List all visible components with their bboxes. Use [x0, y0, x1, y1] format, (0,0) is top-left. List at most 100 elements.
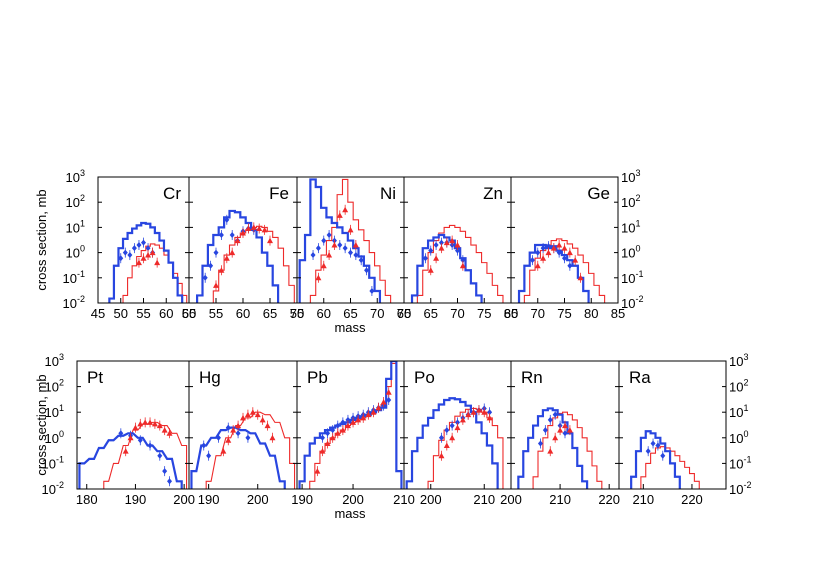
y-tick-exponent: 2	[59, 378, 64, 388]
blue-data-point	[201, 442, 207, 449]
red-data-point	[334, 430, 341, 436]
red-data-point	[459, 262, 466, 269]
red-data-point	[550, 245, 557, 251]
blue-data-point	[162, 468, 168, 475]
y-tick-label: 101	[621, 218, 640, 235]
red-data-point	[230, 427, 237, 433]
y-tick-exponent: -1	[56, 454, 64, 464]
panel-label: Po	[414, 368, 435, 387]
x-tick-label: 70	[290, 306, 304, 321]
points-group	[314, 387, 392, 477]
red-histogram-line	[523, 238, 606, 303]
blue-data-point	[224, 216, 230, 223]
blue-data-point	[487, 409, 493, 416]
red-histogram-line	[212, 225, 295, 303]
y-tick-base: 10	[621, 246, 635, 261]
blue-data-point	[562, 430, 568, 437]
red-data-point	[562, 422, 568, 429]
y-tick-base: 10	[729, 482, 743, 497]
blue-data-point	[340, 419, 346, 426]
blue-data-point	[137, 437, 143, 444]
red-data-point	[261, 226, 268, 233]
x-tick-label: 65	[263, 306, 277, 321]
blue-data-point	[547, 416, 553, 423]
blue-data-point	[428, 247, 434, 254]
red-data-point	[267, 237, 273, 244]
x-tick-label: 200	[420, 492, 442, 507]
red-data-point	[324, 440, 331, 446]
red-data-point	[314, 468, 321, 474]
blue-histogram-group	[405, 397, 499, 489]
red-data-point	[365, 411, 372, 418]
x-tick-label: 55	[209, 306, 223, 321]
blue-data-point	[229, 231, 235, 238]
red-data-point	[385, 389, 392, 395]
y-tick-base: 10	[63, 296, 77, 311]
red-data-point	[213, 282, 219, 288]
red-data-point	[561, 245, 568, 251]
x-tick-label: 70	[450, 306, 464, 321]
blue-data-point	[386, 396, 392, 403]
red-histogram-group	[103, 421, 188, 489]
red-data-point	[249, 409, 256, 415]
blue-histogram-group	[298, 361, 403, 489]
y-tick-exponent: 2	[635, 193, 640, 203]
x-tick-label: 200	[500, 492, 522, 507]
red-data-point	[347, 226, 354, 233]
blue-data-point	[345, 416, 351, 423]
red-data-point	[350, 419, 357, 425]
y-tick-base: 10	[66, 246, 80, 261]
y-tick-base: 10	[63, 271, 77, 286]
panel-label: Fe	[269, 184, 289, 203]
y-tick-label: 103	[45, 352, 64, 369]
blue-data-point	[449, 422, 455, 429]
red-data-point	[320, 262, 327, 269]
red-data-point	[240, 229, 246, 236]
y-tick-base: 10	[729, 405, 743, 420]
blue-data-point	[147, 442, 153, 449]
red-histogram-line	[205, 411, 296, 489]
red-data-point	[449, 434, 456, 441]
blue-histogram-group	[630, 430, 681, 489]
blue-data-point	[310, 252, 316, 259]
blue-data-point	[337, 242, 343, 249]
y-tick-exponent: -1	[635, 269, 643, 279]
y-tick-base: 10	[45, 354, 59, 369]
blue-data-point	[213, 249, 219, 256]
red-data-point	[147, 419, 154, 425]
points-group	[201, 407, 276, 461]
y-tick-exponent: 1	[635, 218, 640, 228]
red-data-point	[454, 424, 461, 431]
y-tick-label: 101	[66, 218, 85, 235]
red-data-point	[427, 267, 434, 273]
y-tick-label: 101	[45, 403, 64, 420]
blue-data-point	[529, 257, 535, 264]
red-histogram-line	[103, 421, 188, 489]
x-tick-label: 190	[291, 492, 313, 507]
blue-data-point	[157, 452, 163, 459]
y-tick-base: 10	[729, 380, 743, 395]
blue-histogram-line	[108, 221, 184, 303]
y-tick-base: 10	[729, 431, 743, 446]
x-tick-label: 210	[549, 492, 571, 507]
red-data-point	[438, 245, 445, 251]
red-data-point	[161, 427, 168, 433]
blue-data-point	[444, 427, 450, 434]
y-tick-base: 10	[42, 456, 56, 471]
x-tick-label: 210	[473, 492, 495, 507]
points-group	[422, 235, 466, 276]
y-tick-exponent: 1	[743, 403, 748, 413]
blue-data-point	[342, 245, 348, 252]
y-tick-label: 10-2	[63, 294, 85, 311]
red-histogram-group	[309, 178, 392, 303]
y-tick-exponent: -1	[743, 454, 751, 464]
y-tick-label: 10-1	[621, 269, 643, 286]
y-tick-label: 100	[729, 429, 748, 446]
y-tick-label: 102	[45, 378, 64, 395]
x-tick-label: 220	[598, 492, 620, 507]
red-data-point	[220, 448, 227, 454]
x-tick-label: 60	[159, 306, 173, 321]
y-tick-label: 10-2	[729, 480, 751, 497]
red-data-point	[339, 427, 346, 433]
